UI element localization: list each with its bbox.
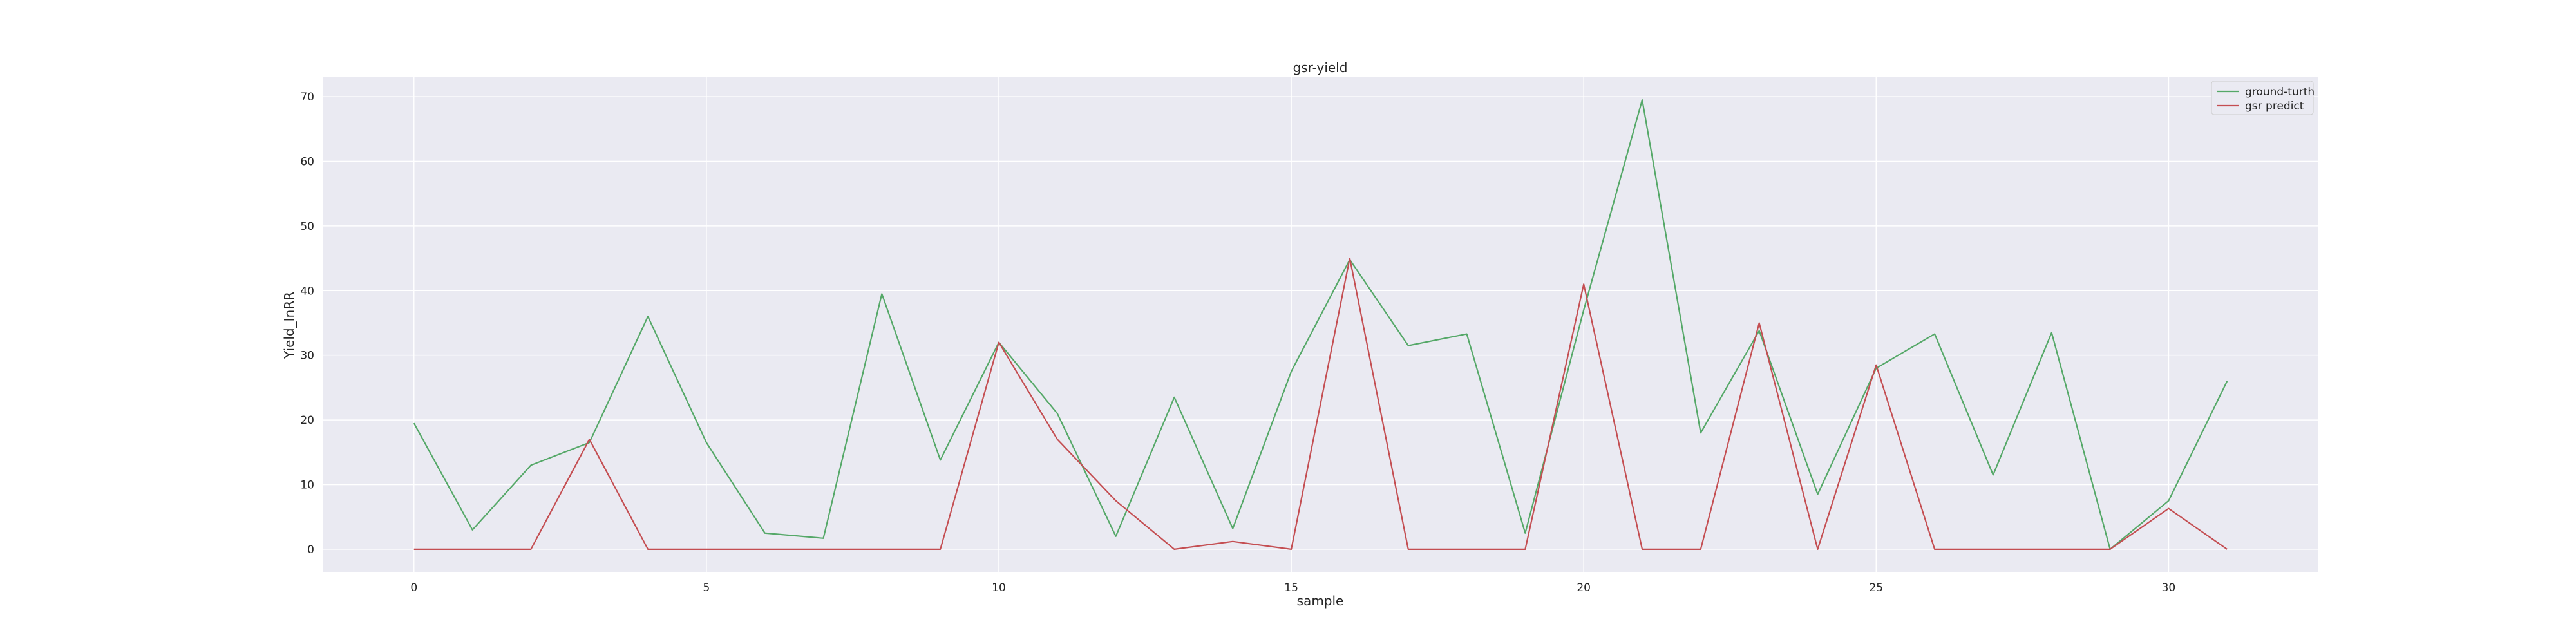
- x-tick-label: 30: [2162, 582, 2176, 594]
- x-tick-label: 5: [703, 582, 710, 594]
- x-tick-label: 25: [1869, 582, 1883, 594]
- tick-labels: 0 5 10 15 20 25 30 0 10 20 30 40 50 60 70: [300, 91, 2175, 594]
- y-tick-label: 30: [300, 350, 314, 363]
- legend-label-ground-turth: ground-turth: [2245, 86, 2315, 99]
- series-layer: [413, 99, 2228, 550]
- x-tick-label: 15: [1284, 582, 1298, 594]
- legend-label-gsr-predict: gsr predict: [2245, 100, 2304, 113]
- y-axis-label: Yield_InRR: [281, 292, 297, 359]
- y-tick-label: 40: [300, 285, 314, 298]
- y-tick-label: 0: [307, 544, 314, 556]
- plot-area: [323, 77, 2318, 572]
- grid-layer: [323, 77, 2318, 572]
- series-line-gsr-predict: [413, 257, 2228, 550]
- x-tick-label: 10: [992, 582, 1006, 594]
- y-tick-label: 20: [300, 414, 314, 427]
- legend: ground-turth gsr predict: [2211, 80, 2315, 115]
- y-tick-label: 50: [300, 220, 314, 233]
- y-tick-label: 60: [300, 156, 314, 169]
- x-tick-label: 0: [410, 582, 417, 594]
- x-axis-label: sample: [1297, 593, 1344, 609]
- x-tick-label: 20: [1577, 582, 1591, 594]
- y-tick-label: 10: [300, 478, 314, 491]
- series-line-ground-turth: [413, 99, 2228, 550]
- chart-title: gsr-yield: [1293, 60, 1348, 75]
- y-tick-label: 70: [300, 91, 314, 104]
